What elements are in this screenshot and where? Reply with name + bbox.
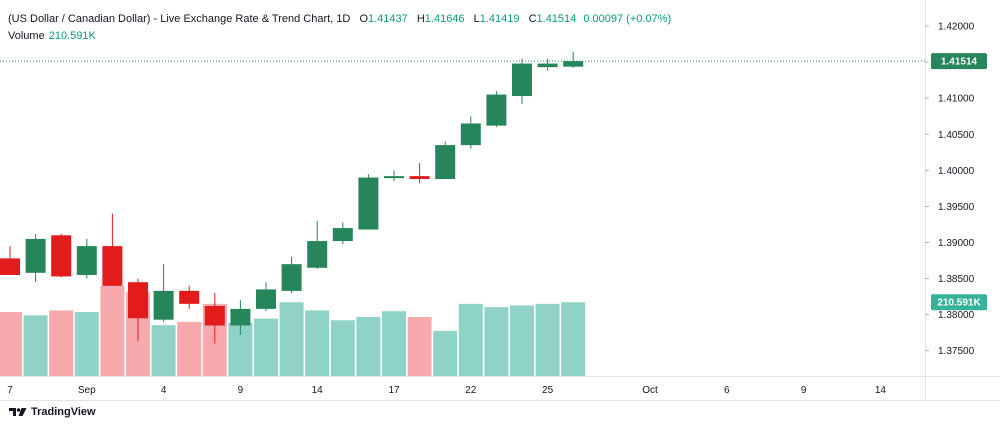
candle-body: [384, 176, 404, 179]
candle-body: [512, 63, 532, 97]
last-price-tag-label: 1.41514: [941, 57, 978, 68]
volume-bar: [23, 315, 48, 376]
last-volume-tag: [931, 294, 987, 311]
volume-bar: [330, 320, 355, 376]
candle-body: [332, 228, 353, 242]
time-tick-label: 6: [724, 385, 730, 396]
candle-body: [102, 246, 123, 286]
volume-bar: [535, 303, 560, 376]
price-tick-label: 1.39500: [938, 202, 975, 213]
candle-body: [128, 282, 148, 319]
candle-body: [230, 308, 251, 326]
candle-body: [460, 123, 481, 146]
volume-label: Volume: [8, 30, 45, 42]
volume-bar: [100, 285, 125, 376]
candle-body: [409, 176, 430, 180]
candle-body: [51, 235, 72, 277]
open-label: O: [359, 13, 368, 25]
candle-body: [563, 61, 584, 67]
symbol-title: (US Dollar / Canadian Dollar) - Live Exc…: [8, 13, 351, 25]
time-tick-label: 9: [238, 385, 244, 396]
volume-bar: [0, 312, 22, 376]
time-tick-label: 14: [875, 385, 887, 396]
time-axis: 7 Sep 4 9 14 17 22 25 Oct 6 9 14: [7, 385, 886, 396]
axis-tags: 1.41514 210.591K: [931, 53, 987, 311]
volume-bar: [484, 307, 509, 376]
time-tick-label: 25: [542, 385, 554, 396]
volume-bar: [407, 316, 432, 376]
open-value: 1.41437: [368, 13, 408, 25]
volume-bar: [151, 325, 176, 376]
time-tick-label: 22: [465, 385, 477, 396]
high-label: H: [416, 13, 425, 25]
close-value: 1.41514: [536, 13, 577, 25]
volume-bar: [433, 330, 458, 376]
candle-body: [537, 63, 558, 68]
volume-bar: [510, 305, 534, 376]
time-tick-label: Sep: [78, 385, 96, 396]
price-tick-label: 1.40000: [938, 166, 975, 177]
brand-name: TradingView: [31, 406, 96, 418]
volume-bar: [279, 302, 304, 376]
volume-bar: [305, 310, 330, 376]
volume-bar: [74, 312, 99, 376]
volume-legend: Volume 210.591K: [8, 28, 96, 44]
candle-body: [76, 246, 97, 275]
time-tick-label: 17: [388, 385, 400, 396]
candle-body: [307, 241, 328, 268]
candle-body: [256, 289, 276, 309]
change-value: 0.00097 (+0.07%): [583, 13, 672, 25]
volume-bar: [382, 311, 406, 376]
volume-bar: [458, 303, 483, 376]
price-tick-label: 1.38500: [938, 274, 975, 285]
volume-bar: [356, 316, 381, 376]
volume-bars: [0, 285, 586, 376]
time-tick-label: 14: [312, 385, 324, 396]
chart-grid: [0, 0, 1000, 401]
close-label: C: [528, 13, 537, 25]
candlesticks: [0, 51, 584, 344]
candle-body: [358, 177, 379, 230]
price-tick-label: 1.41000: [938, 94, 975, 105]
time-tick-label: 4: [161, 385, 167, 396]
candle-body: [0, 258, 20, 275]
price-tick-label: 1.37500: [938, 346, 975, 357]
last-price-tag: [931, 53, 987, 70]
high-value: 1.41646: [424, 13, 465, 25]
candle-body: [435, 145, 456, 180]
candle-body: [179, 290, 200, 304]
candle-body: [153, 290, 174, 320]
tradingview-branding[interactable]: TradingView: [9, 406, 96, 418]
time-tick-label: 7: [7, 385, 13, 396]
last-volume-tag-label: 210.591K: [937, 298, 981, 309]
volume-value: 210.591K: [48, 30, 96, 42]
candle-body: [281, 264, 302, 291]
volume-bar: [561, 302, 586, 376]
low-label: L: [473, 13, 480, 25]
volume-bar: [49, 310, 74, 376]
volume-bar: [177, 321, 202, 376]
price-tick-label: 1.42000: [938, 22, 975, 33]
candle-body: [25, 238, 46, 273]
price-tick-label: 1.40500: [938, 130, 975, 141]
candle-body: [204, 306, 225, 326]
low-value: 1.41419: [479, 13, 520, 25]
price-tick-label: 1.38000: [938, 310, 975, 321]
price-tick-label: 1.39000: [938, 238, 975, 249]
time-tick-label: 9: [801, 385, 807, 396]
time-tick-label: Oct: [642, 385, 658, 396]
tradingview-logo-icon: [9, 408, 27, 416]
volume-bar: [254, 318, 278, 376]
chart-legend: (US Dollar / Canadian Dollar) - Live Exc…: [8, 11, 671, 27]
candle-body: [486, 94, 507, 126]
